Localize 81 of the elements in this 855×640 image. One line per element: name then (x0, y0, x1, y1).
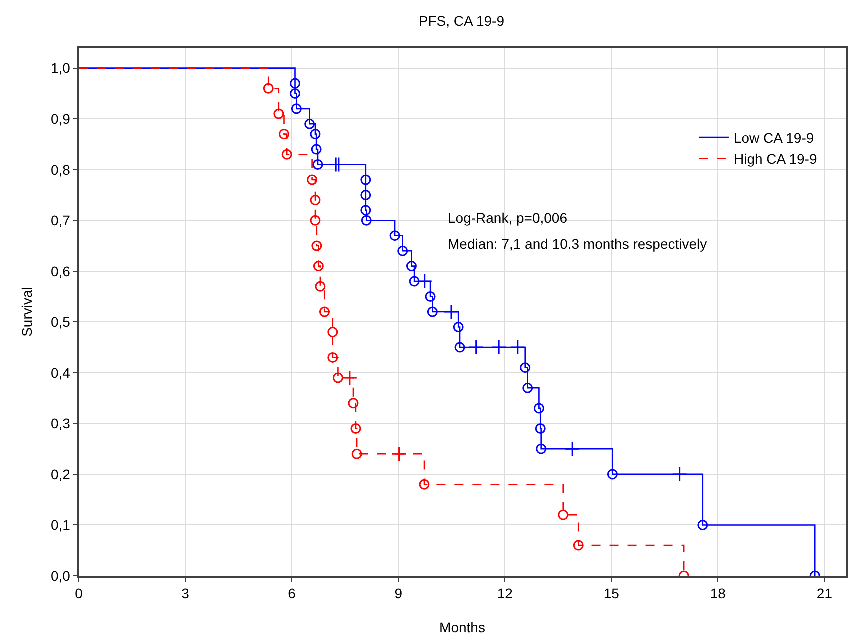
point (425, 292, 436, 302)
point (522, 382, 534, 394)
point (274, 108, 284, 120)
point (312, 160, 324, 170)
point (510, 340, 526, 356)
point (263, 83, 274, 94)
y-tick-label: 0,4 (50, 364, 71, 381)
point (520, 362, 531, 374)
point (342, 370, 358, 386)
point (312, 240, 322, 252)
point (350, 424, 362, 434)
point (278, 129, 290, 140)
x-tick-label: 21 (816, 586, 833, 602)
x-tick-label: 12 (497, 586, 514, 602)
point (311, 144, 322, 155)
legend-label: High CA 19-9 (734, 151, 818, 168)
point (491, 340, 507, 356)
point (409, 276, 420, 287)
point (444, 304, 460, 320)
point (534, 403, 544, 414)
point (361, 215, 372, 226)
point (392, 446, 408, 462)
point (406, 261, 417, 272)
point (398, 246, 408, 256)
point (419, 479, 430, 490)
x-tick-label: 3 (182, 586, 190, 602)
point (427, 306, 438, 318)
y-tick-label: 0,7 (50, 212, 71, 229)
point (468, 340, 484, 356)
point (417, 274, 433, 290)
point (319, 306, 330, 318)
point (315, 281, 326, 292)
y-tick-label: 0,0 (50, 568, 71, 584)
point (328, 327, 338, 338)
x-tick-label: 15 (604, 586, 620, 602)
point (313, 261, 324, 272)
point (290, 78, 300, 89)
point (558, 510, 569, 520)
point (328, 352, 338, 363)
point (607, 469, 618, 480)
y-axis-title: Survival (19, 287, 36, 337)
point (573, 540, 584, 551)
y-tick-label: 0,8 (50, 162, 71, 178)
point (536, 444, 547, 454)
point (535, 424, 546, 434)
point (360, 174, 372, 186)
point (310, 195, 321, 206)
chart-title: PFS, CA 19-9 (418, 12, 505, 29)
point (291, 104, 302, 114)
y-tick-label: 0,2 (50, 466, 71, 482)
point (310, 215, 321, 226)
point (454, 342, 466, 353)
y-tick-label: 1,0 (50, 60, 71, 76)
point (348, 398, 359, 409)
point (360, 190, 372, 200)
point (360, 205, 372, 216)
x-axis-title: Months (440, 619, 486, 636)
point (564, 441, 580, 457)
point (290, 88, 300, 99)
annotation: Median: 7,1 and 10.3 months respectively (448, 236, 708, 252)
x-tick-label: 18 (710, 586, 726, 602)
point (310, 129, 321, 140)
point (453, 322, 464, 332)
point (390, 230, 400, 242)
y-tick-label: 0,5 (50, 314, 71, 330)
point (282, 149, 292, 160)
legend-label: Low CA 19-9 (734, 130, 814, 146)
x-tick-label: 0 (75, 586, 84, 602)
point (672, 466, 688, 482)
y-tick-label: 0,9 (50, 110, 71, 127)
x-tick-label: 6 (288, 586, 296, 602)
point (698, 520, 708, 530)
point (307, 174, 318, 186)
point (332, 372, 344, 384)
y-tick-label: 0,1 (50, 517, 71, 534)
y-tick-label: 0,3 (50, 416, 71, 432)
point (304, 118, 316, 130)
point (352, 448, 362, 460)
y-tick-label: 0,6 (50, 263, 71, 280)
annotation: Log-Rank, p=0,006 (448, 210, 568, 226)
x-tick-label: 9 (394, 586, 403, 602)
